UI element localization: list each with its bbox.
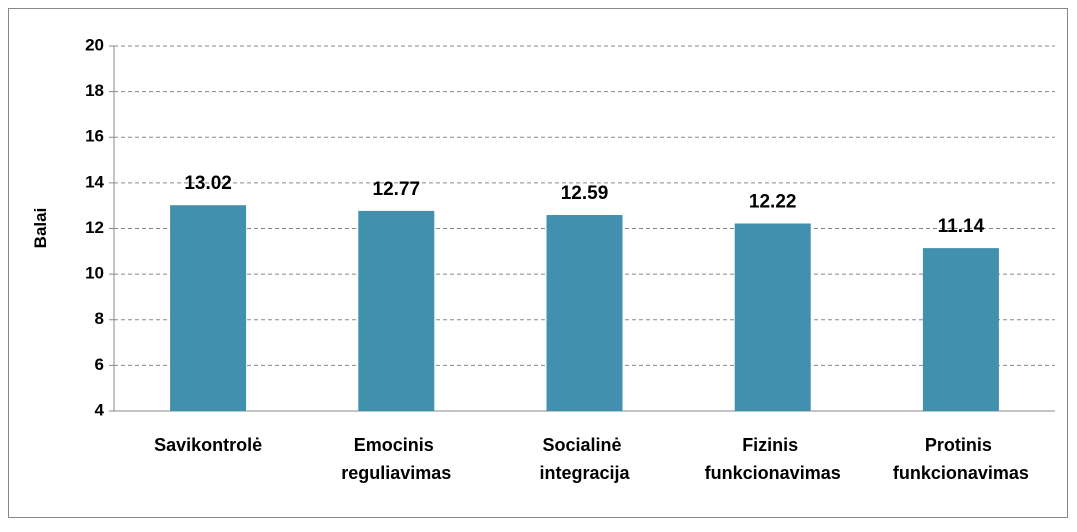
y-tick-label: 10 bbox=[85, 264, 104, 283]
y-tick-label: 20 bbox=[85, 35, 104, 54]
x-tick-label: Emocinis reguliavimas bbox=[341, 435, 451, 483]
x-tick-label: Fizinis funkcionavimas bbox=[705, 435, 841, 483]
y-tick-label: 4 bbox=[95, 400, 105, 419]
y-tick-label: 8 bbox=[95, 309, 104, 328]
value-label: 12.22 bbox=[749, 191, 797, 212]
x-tick-label: Protinis funkcionavimas bbox=[893, 435, 1029, 483]
bar bbox=[358, 210, 435, 411]
y-tick-label: 18 bbox=[85, 81, 104, 100]
value-label: 12.59 bbox=[561, 183, 609, 204]
y-tick-label: 14 bbox=[85, 172, 104, 191]
x-tick-label: Savikontrolė bbox=[154, 435, 262, 455]
bar bbox=[922, 248, 999, 411]
x-tick-label: Socialinė integracija bbox=[539, 435, 630, 483]
bar bbox=[546, 215, 623, 411]
value-label: 11.14 bbox=[938, 216, 985, 237]
y-tick-label: 16 bbox=[85, 127, 104, 146]
y-tick-label: 12 bbox=[85, 218, 104, 237]
bar bbox=[734, 223, 811, 411]
y-tick-label: 6 bbox=[95, 355, 104, 374]
value-label: 13.02 bbox=[184, 173, 232, 194]
y-axis-label: Balai bbox=[31, 208, 50, 249]
bar bbox=[170, 205, 247, 411]
value-label: 12.77 bbox=[373, 179, 421, 200]
